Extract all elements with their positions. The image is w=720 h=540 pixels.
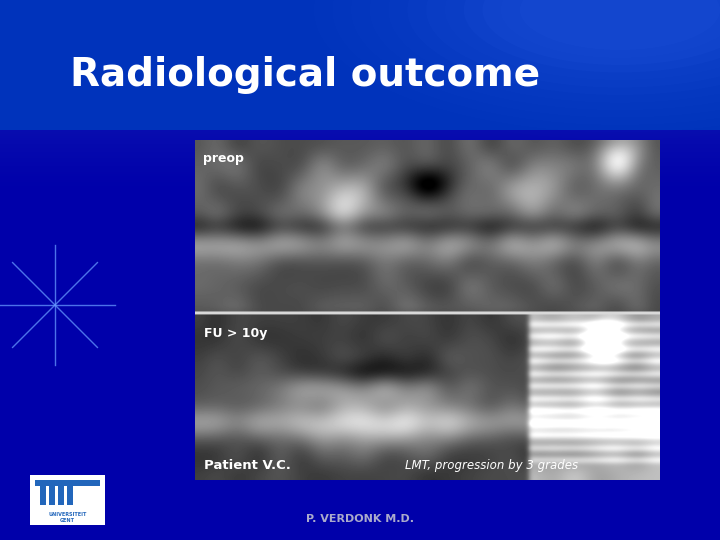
Bar <box>0 170 720 172</box>
Bar <box>49 483 55 505</box>
Bar <box>0 144 720 146</box>
Bar <box>67 483 73 505</box>
Bar <box>0 148 720 150</box>
Bar <box>0 130 720 132</box>
Ellipse shape <box>520 0 720 50</box>
Bar <box>0 140 720 142</box>
Bar <box>0 142 720 144</box>
Ellipse shape <box>482 0 720 65</box>
Ellipse shape <box>501 0 720 57</box>
Bar <box>0 168 720 170</box>
Bar <box>0 136 720 138</box>
Bar <box>0 180 720 182</box>
Text: P. VERDONK M.D.: P. VERDONK M.D. <box>306 514 414 524</box>
Bar <box>0 0 720 130</box>
Text: preop: preop <box>204 152 244 165</box>
Bar <box>0 132 720 134</box>
Bar <box>58 483 64 505</box>
Bar <box>0 182 720 184</box>
Bar <box>0 138 720 140</box>
Bar <box>0 158 720 160</box>
Bar <box>0 188 720 190</box>
Bar <box>0 174 720 176</box>
Bar <box>0 186 720 188</box>
Text: UNIVERSITEIT
GENT: UNIVERSITEIT GENT <box>48 512 86 523</box>
Bar <box>0 176 720 178</box>
Bar <box>0 130 720 540</box>
Bar <box>30 475 105 525</box>
Bar <box>0 178 720 180</box>
Bar <box>0 152 720 154</box>
Bar <box>0 164 720 166</box>
Bar <box>0 160 720 162</box>
Bar <box>0 172 720 174</box>
Text: FU > 10y: FU > 10y <box>204 327 267 340</box>
Bar <box>0 162 720 164</box>
Text: Radiological outcome: Radiological outcome <box>70 56 540 94</box>
Bar <box>0 156 720 158</box>
Bar <box>0 166 720 168</box>
Bar <box>35 480 100 486</box>
Bar <box>0 154 720 156</box>
Bar <box>0 146 720 148</box>
Bar <box>0 150 720 152</box>
Bar <box>0 134 720 136</box>
Bar <box>0 184 720 186</box>
Text: Patient V.C.: Patient V.C. <box>204 458 290 471</box>
Text: LMT, progression by 3 grades: LMT, progression by 3 grades <box>405 458 578 471</box>
Bar <box>40 483 46 505</box>
